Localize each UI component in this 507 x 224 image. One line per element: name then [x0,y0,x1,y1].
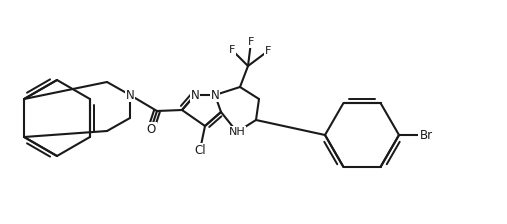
Text: F: F [229,45,235,55]
Text: F: F [265,46,271,56]
Text: NH: NH [229,127,245,137]
Text: Cl: Cl [194,144,206,157]
Text: N: N [210,88,220,101]
Text: Br: Br [419,129,432,142]
Text: O: O [147,123,156,136]
Text: N: N [126,88,134,101]
Text: N: N [191,88,199,101]
Text: F: F [248,37,254,47]
